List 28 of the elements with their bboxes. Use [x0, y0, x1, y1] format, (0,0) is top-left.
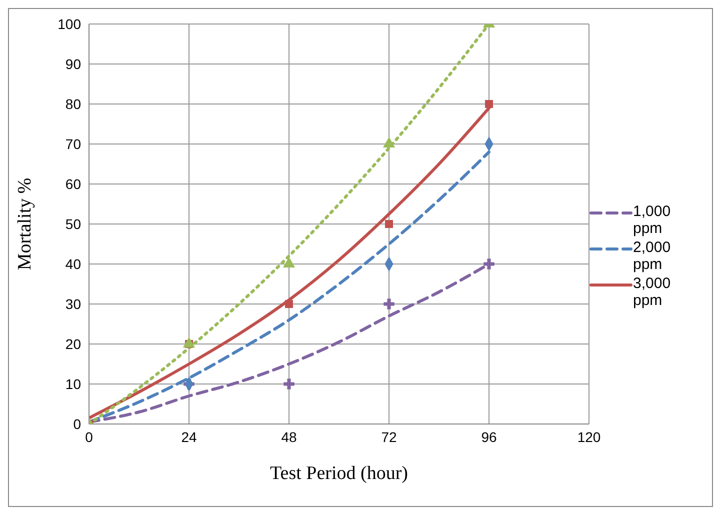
- y-tick-label: 90: [65, 56, 82, 72]
- y-tick-label: 70: [65, 136, 82, 152]
- legend-label: 3,000 ppm: [633, 274, 672, 308]
- y-tick-label: 10: [65, 376, 82, 392]
- x-tick-label: 72: [381, 428, 397, 445]
- x-tick-label: 96: [481, 428, 497, 445]
- legend-label: 2,000 ppm: [633, 238, 672, 272]
- point: [285, 300, 293, 308]
- point: [284, 378, 294, 390]
- x-axis-title: Test Period (hour): [270, 463, 408, 484]
- y-tick-label: 40: [65, 256, 82, 272]
- point: [485, 100, 493, 108]
- x-tick-label: 24: [181, 428, 197, 445]
- x-tick-label: 48: [281, 428, 297, 445]
- y-axis-title: Mortality %: [14, 178, 36, 270]
- y-tick-label: 80: [65, 96, 82, 112]
- y-tick-label: 50: [65, 216, 82, 232]
- y-tick-label: 100: [58, 16, 82, 32]
- y-tick-label: 30: [65, 296, 82, 312]
- point: [484, 258, 494, 270]
- x-tick-label: 120: [577, 428, 601, 445]
- y-tick-label: 60: [65, 176, 82, 192]
- y-tick-label: 20: [65, 336, 82, 352]
- point: [385, 220, 393, 228]
- x-tick-label: 0: [85, 428, 94, 445]
- legend-label: 1,000 ppm: [633, 202, 672, 236]
- point: [384, 298, 394, 310]
- y-tick-label: 0: [73, 416, 82, 432]
